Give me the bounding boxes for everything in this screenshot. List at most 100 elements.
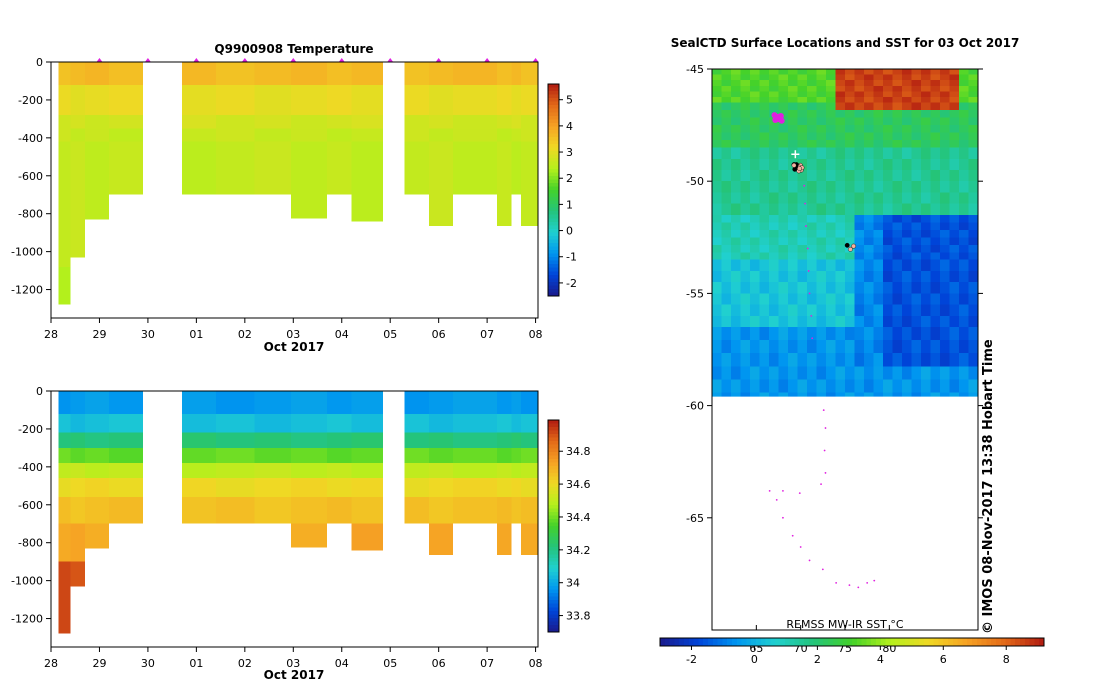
- profile-column: [453, 62, 497, 195]
- profile-cell: [181, 115, 216, 129]
- colorbar-tick-label: 4: [877, 653, 884, 666]
- profile-marker: [338, 58, 345, 62]
- sst-cell: [902, 125, 912, 133]
- sst-cell: [797, 80, 808, 87]
- colorbar-tick-label: 1: [566, 198, 573, 211]
- sst-cell: [750, 366, 760, 380]
- profile-cell: [428, 413, 454, 433]
- profile-cell: [496, 497, 512, 524]
- colorbar-swatch: [986, 638, 992, 646]
- profile-cell: [351, 447, 383, 464]
- sst-cell: [911, 91, 922, 98]
- sst-cell: [949, 169, 960, 182]
- sst-cell: [740, 222, 751, 231]
- profile-cell: [511, 497, 522, 524]
- sst-cell: [740, 140, 751, 148]
- colorbar-swatch: [688, 638, 695, 646]
- sst-cell: [788, 229, 798, 238]
- lat-tick-label: -50: [686, 175, 704, 188]
- sst-cell: [873, 74, 884, 81]
- colorbar-swatch: [548, 221, 559, 226]
- sst-cell: [769, 192, 779, 205]
- sst-cell: [807, 304, 817, 317]
- sst-cell: [864, 214, 874, 223]
- sst-cell: [854, 229, 865, 238]
- sst-cell: [712, 80, 722, 87]
- sst-cell: [835, 203, 846, 216]
- sst-cell: [940, 282, 950, 294]
- sst-cell: [731, 259, 741, 272]
- colorbar-swatch: [548, 239, 559, 244]
- colorbar-swatch: [722, 638, 728, 646]
- profile-cell: [428, 432, 454, 448]
- sst-cell: [826, 304, 836, 317]
- sst-cell: [721, 132, 732, 141]
- colorbar-swatch: [548, 147, 559, 152]
- sst-cell: [854, 91, 865, 98]
- sst-cell: [712, 237, 722, 246]
- sst-cell: [892, 110, 903, 119]
- profile-column: [215, 62, 255, 195]
- colorbar-swatch: [548, 112, 559, 117]
- map-latitude-axis: -45-50-55-60-65: [686, 63, 983, 525]
- sst-cell: [845, 203, 855, 216]
- profile-cell: [84, 84, 110, 116]
- sst-cell: [959, 214, 969, 223]
- colorbar-swatch: [924, 638, 930, 646]
- profile-cell: [254, 128, 291, 142]
- temperature-title: Q9900908 Temperature: [214, 42, 373, 56]
- sst-cell: [740, 203, 751, 216]
- sst-cell: [731, 270, 741, 283]
- sst-cell: [721, 282, 732, 294]
- sst-cell: [930, 327, 941, 341]
- profile-cell: [58, 391, 71, 414]
- sst-cell: [835, 158, 846, 171]
- sst-cell: [940, 340, 950, 354]
- sst-cell: [854, 244, 865, 253]
- profile-cell: [327, 128, 352, 142]
- sst-cell: [712, 304, 722, 317]
- profile-cell: [215, 478, 255, 498]
- temperature-x-label: Oct 2017: [264, 340, 325, 354]
- sst-cell: [968, 214, 979, 223]
- sst-cell: [883, 353, 893, 367]
- sst-cell: [797, 282, 808, 294]
- sst-cell: [759, 125, 770, 133]
- profile-cell: [70, 561, 85, 587]
- sst-cell: [759, 91, 770, 98]
- sst-cell: [902, 132, 912, 141]
- profile-cell: [511, 391, 522, 414]
- sst-cell: [892, 203, 903, 216]
- sst-cell: [949, 379, 960, 393]
- sst-cell: [949, 237, 960, 246]
- sst-cell: [759, 366, 770, 380]
- sst-cell: [959, 110, 969, 119]
- sst-cell: [740, 259, 751, 272]
- sst-cell: [797, 102, 808, 111]
- sst-cell: [902, 91, 912, 98]
- sst-cell: [883, 69, 893, 76]
- sst-cell: [911, 304, 922, 317]
- sst-cell: [826, 259, 836, 272]
- y-tick-label: -600: [18, 170, 43, 183]
- sst-cell: [835, 132, 846, 141]
- sst-cell: [959, 244, 969, 253]
- sst-cell: [845, 293, 855, 306]
- colorbar-swatch: [943, 638, 949, 646]
- colorbar-tick-label: 33.8: [566, 610, 591, 623]
- seal-location: [848, 246, 853, 252]
- profile-cell: [215, 463, 255, 479]
- sst-cell: [845, 140, 855, 148]
- colorbar-swatch: [548, 529, 559, 534]
- sst-cell: [759, 203, 770, 216]
- sst-cell: [826, 140, 836, 148]
- seal-location: [797, 166, 803, 171]
- sst-cell: [769, 85, 779, 92]
- sst-cell: [949, 91, 960, 98]
- profile-cell: [109, 447, 144, 464]
- sst-cell: [883, 244, 893, 253]
- track-point: [791, 534, 794, 537]
- sst-cell: [731, 214, 741, 223]
- sst-cell: [854, 117, 865, 126]
- profile-cell: [181, 62, 216, 85]
